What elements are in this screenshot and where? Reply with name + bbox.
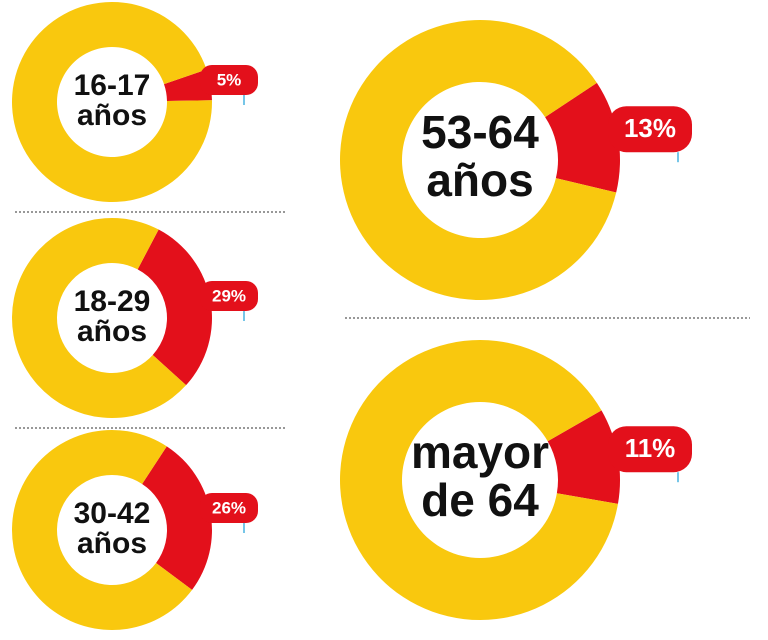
donut-title: años xyxy=(77,99,147,132)
donut-title: años xyxy=(426,154,533,206)
donut-segment xyxy=(547,410,620,504)
value-label-box xyxy=(608,106,692,153)
value-label-box xyxy=(200,281,258,311)
donut-segment xyxy=(339,339,618,620)
value-label: 11% xyxy=(625,433,676,463)
donut-segment xyxy=(12,218,187,419)
donut-title: de 64 xyxy=(421,474,539,526)
donut-title: 53-64 xyxy=(421,106,539,158)
donut-title: 18-29 xyxy=(74,285,151,318)
value-label-box xyxy=(200,493,258,523)
donut-title: años xyxy=(77,527,147,560)
donut-title: 16-17 xyxy=(74,69,151,102)
value-label: 5% xyxy=(217,70,242,89)
donut-segment xyxy=(142,446,212,590)
value-label: 26% xyxy=(212,498,246,517)
donut-segment xyxy=(137,229,212,386)
donut-segment xyxy=(11,430,193,630)
value-label-box xyxy=(200,65,258,95)
value-label: 29% xyxy=(212,286,246,305)
donut-segment xyxy=(545,82,620,193)
donut-title: 30-42 xyxy=(74,497,151,530)
donut-title: mayor xyxy=(411,426,549,478)
donut-segment xyxy=(12,2,213,203)
donut-segment xyxy=(339,19,617,300)
donut-segment xyxy=(164,69,212,102)
donut-title: años xyxy=(77,315,147,348)
value-label-box xyxy=(608,426,692,473)
value-label: 13% xyxy=(624,113,676,143)
